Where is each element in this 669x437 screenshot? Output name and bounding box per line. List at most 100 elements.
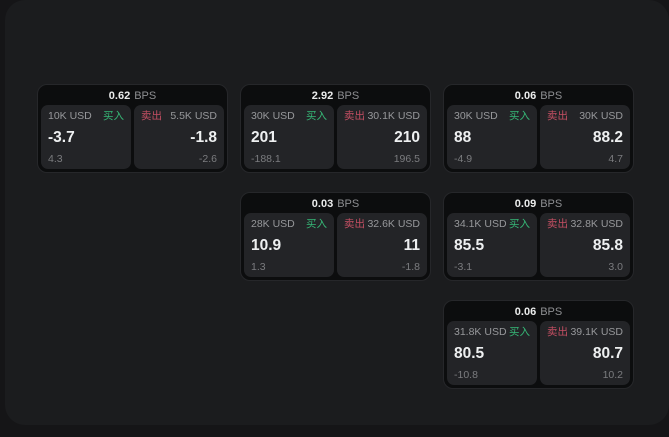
buy-value: -3.7	[48, 128, 75, 146]
buy-panel[interactable]: 28K USD 买入 10.9 1.3	[244, 213, 334, 277]
buy-delta: 4.3	[48, 152, 63, 165]
quote-card-body: 10K USD 买入 -3.7 4.3 卖出 5.5K USD -1.8 -2.…	[41, 105, 224, 169]
bps-value: 0.03	[311, 198, 334, 210]
buy-size: 30K USD	[454, 110, 498, 122]
sell-top-row: 卖出 30.1K USD	[344, 111, 420, 122]
bps-value: 0.09	[514, 198, 537, 210]
buy-size: 30K USD	[251, 110, 295, 122]
quote-card[interactable]: 0.06 BPS 31.8K USD 买入 80.5 -10.8 卖出 39.1…	[443, 300, 634, 389]
buy-delta: 1.3	[251, 260, 266, 273]
sell-top-row: 卖出 39.1K USD	[547, 327, 623, 338]
buy-label: 买入	[509, 326, 530, 338]
sell-value: 11	[403, 236, 420, 254]
quote-card-body: 30K USD 买入 88 -4.9 卖出 30K USD 88.2 4.7	[447, 105, 630, 169]
buy-panel[interactable]: 31.8K USD 买入 80.5 -10.8	[447, 321, 537, 385]
quote-card-header: 0.06 BPS	[447, 304, 630, 321]
buy-top-row: 31.8K USD 买入	[454, 327, 530, 338]
bps-unit-label: BPS	[540, 90, 563, 102]
buy-panel[interactable]: 34.1K USD 买入 85.5 -3.1	[447, 213, 537, 277]
sell-delta: 3.0	[608, 260, 623, 273]
quote-card-header: 0.06 BPS	[447, 88, 630, 105]
sell-panel[interactable]: 卖出 5.5K USD -1.8 -2.6	[134, 105, 224, 169]
buy-value: 10.9	[251, 236, 282, 254]
sell-size: 32.6K USD	[367, 218, 420, 230]
quote-card-header: 0.09 BPS	[447, 196, 630, 213]
sell-value: 88.2	[592, 128, 623, 146]
buy-label: 买入	[509, 218, 530, 230]
buy-top-row: 30K USD 买入	[454, 111, 530, 122]
bps-unit-label: BPS	[540, 306, 563, 318]
sell-delta: 196.5	[393, 152, 420, 165]
buy-size: 10K USD	[48, 110, 92, 122]
sell-panel[interactable]: 卖出 30K USD 88.2 4.7	[540, 105, 630, 169]
sell-panel[interactable]: 卖出 39.1K USD 80.7 10.2	[540, 321, 630, 385]
quote-card-header: 0.62 BPS	[41, 88, 224, 105]
sell-panel[interactable]: 卖出 30.1K USD 210 196.5	[337, 105, 427, 169]
quote-card-body: 31.8K USD 买入 80.5 -10.8 卖出 39.1K USD 80.…	[447, 321, 630, 385]
buy-delta: -3.1	[454, 260, 473, 273]
sell-top-row: 卖出 5.5K USD	[141, 111, 217, 122]
bps-unit-label: BPS	[337, 90, 360, 102]
sell-size: 5.5K USD	[170, 110, 217, 122]
quote-card[interactable]: 0.09 BPS 34.1K USD 买入 85.5 -3.1 卖出 32.8K…	[443, 192, 634, 281]
sell-value: 210	[394, 128, 420, 146]
buy-value: 88	[454, 128, 472, 146]
quote-card-body: 28K USD 买入 10.9 1.3 卖出 32.6K USD 11 -1.8	[244, 213, 427, 277]
buy-delta: -4.9	[454, 152, 473, 165]
buy-panel[interactable]: 30K USD 买入 88 -4.9	[447, 105, 537, 169]
quote-card-header: 0.03 BPS	[244, 196, 427, 213]
bps-value: 0.62	[108, 90, 131, 102]
sell-top-row: 卖出 30K USD	[547, 111, 623, 122]
sell-value: 80.7	[592, 344, 623, 362]
quotes-panel: 0.62 BPS 10K USD 买入 -3.7 4.3 卖出 5.5K USD…	[5, 0, 669, 425]
sell-delta: -2.6	[198, 152, 217, 165]
sell-size: 30.1K USD	[367, 110, 420, 122]
sell-label: 卖出	[344, 218, 365, 230]
quote-card[interactable]: 0.06 BPS 30K USD 买入 88 -4.9 卖出 30K USD 8…	[443, 84, 634, 173]
buy-top-row: 28K USD 买入	[251, 219, 327, 230]
buy-delta: -188.1	[251, 152, 281, 165]
quote-card-body: 30K USD 买入 201 -188.1 卖出 30.1K USD 210 1…	[244, 105, 427, 169]
sell-panel[interactable]: 卖出 32.8K USD 85.8 3.0	[540, 213, 630, 277]
sell-size: 32.8K USD	[570, 218, 623, 230]
sell-top-row: 卖出 32.8K USD	[547, 219, 623, 230]
buy-panel[interactable]: 10K USD 买入 -3.7 4.3	[41, 105, 131, 169]
buy-top-row: 30K USD 买入	[251, 111, 327, 122]
buy-label: 买入	[103, 110, 124, 122]
quote-card-header: 2.92 BPS	[244, 88, 427, 105]
buy-value: 85.5	[454, 236, 485, 254]
buy-label: 买入	[306, 110, 327, 122]
buy-value: 80.5	[454, 344, 485, 362]
buy-size: 31.8K USD	[454, 326, 507, 338]
quote-grid: 0.62 BPS 10K USD 买入 -3.7 4.3 卖出 5.5K USD…	[37, 84, 634, 389]
quote-card[interactable]: 0.62 BPS 10K USD 买入 -3.7 4.3 卖出 5.5K USD…	[37, 84, 228, 173]
sell-label: 卖出	[547, 110, 568, 122]
sell-top-row: 卖出 32.6K USD	[344, 219, 420, 230]
sell-label: 卖出	[547, 326, 568, 338]
sell-panel[interactable]: 卖出 32.6K USD 11 -1.8	[337, 213, 427, 277]
bps-unit-label: BPS	[134, 90, 157, 102]
bps-unit-label: BPS	[540, 198, 563, 210]
sell-label: 卖出	[344, 110, 365, 122]
buy-panel[interactable]: 30K USD 买入 201 -188.1	[244, 105, 334, 169]
quote-card[interactable]: 0.03 BPS 28K USD 买入 10.9 1.3 卖出 32.6K US…	[240, 192, 431, 281]
sell-delta: 4.7	[608, 152, 623, 165]
sell-value: 85.8	[592, 236, 623, 254]
buy-size: 28K USD	[251, 218, 295, 230]
buy-label: 买入	[306, 218, 327, 230]
sell-delta: 10.2	[602, 368, 623, 381]
bps-unit-label: BPS	[337, 198, 360, 210]
bps-value: 0.06	[514, 90, 537, 102]
bps-value: 0.06	[514, 306, 537, 318]
quote-card[interactable]: 2.92 BPS 30K USD 买入 201 -188.1 卖出 30.1K …	[240, 84, 431, 173]
buy-label: 买入	[509, 110, 530, 122]
sell-label: 卖出	[547, 218, 568, 230]
sell-value: -1.8	[190, 128, 217, 146]
buy-top-row: 10K USD 买入	[48, 111, 124, 122]
sell-size: 30K USD	[579, 110, 623, 122]
sell-size: 39.1K USD	[570, 326, 623, 338]
buy-value: 201	[251, 128, 277, 146]
buy-delta: -10.8	[454, 368, 478, 381]
buy-top-row: 34.1K USD 买入	[454, 219, 530, 230]
sell-label: 卖出	[141, 110, 162, 122]
